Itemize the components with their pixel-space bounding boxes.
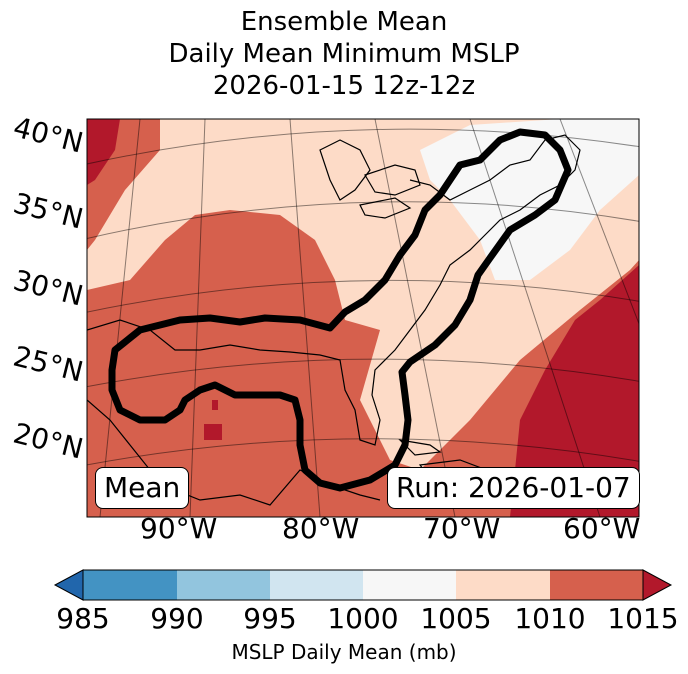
colorbar-tick-1015: 1015 (607, 602, 679, 635)
lon-label-80: 80°W (282, 512, 360, 545)
lon-label-70: 70°W (423, 512, 501, 545)
field-1010-1015-central (87, 210, 639, 517)
map-frame (86, 118, 640, 518)
run-date-box: Run: 2026-01-07 (387, 467, 640, 509)
colorbar-seg-995-1000 (270, 570, 363, 600)
lon-label-60: 60°W (563, 512, 641, 545)
lon-label-90: 90°W (140, 512, 218, 545)
colorbar-seg-1000-1005 (363, 570, 456, 600)
field-1015-patch-a (204, 424, 222, 440)
colorbar-tick-985: 985 (56, 602, 110, 635)
colorbar-frame (82, 569, 644, 601)
colorbar-over-triangle (642, 569, 673, 601)
field-1015-east (510, 265, 639, 517)
colorbar-tick-1010: 1010 (514, 602, 586, 635)
colorbar-tick-1005: 1005 (420, 602, 492, 635)
colorbar-seg-985-990 (83, 570, 177, 600)
colorbar-tick-995: 995 (243, 602, 297, 635)
field-1015-north (87, 119, 120, 185)
colorbar (53, 569, 673, 601)
colorbar-label: MSLP Daily Mean (mb) (231, 640, 457, 664)
colorbar-seg-1005-1010 (456, 570, 550, 600)
field-1015-patch-b (212, 400, 218, 410)
colorbar-tick-1000: 1000 (327, 602, 399, 635)
colorbar-seg-1010-1015 (550, 570, 643, 600)
colorbar-tick-990: 990 (150, 602, 204, 635)
colorbar-seg-990-995 (177, 570, 270, 600)
colorbar-under-triangle (53, 569, 84, 601)
contour-thick (108, 128, 572, 492)
title-line-2: Daily Mean Minimum MSLP (168, 39, 520, 69)
mean-label-box: Mean (95, 467, 190, 509)
title-line-3: 2026-01-15 12z-12z (212, 71, 476, 101)
title-line-1: Ensemble Mean (240, 7, 448, 37)
